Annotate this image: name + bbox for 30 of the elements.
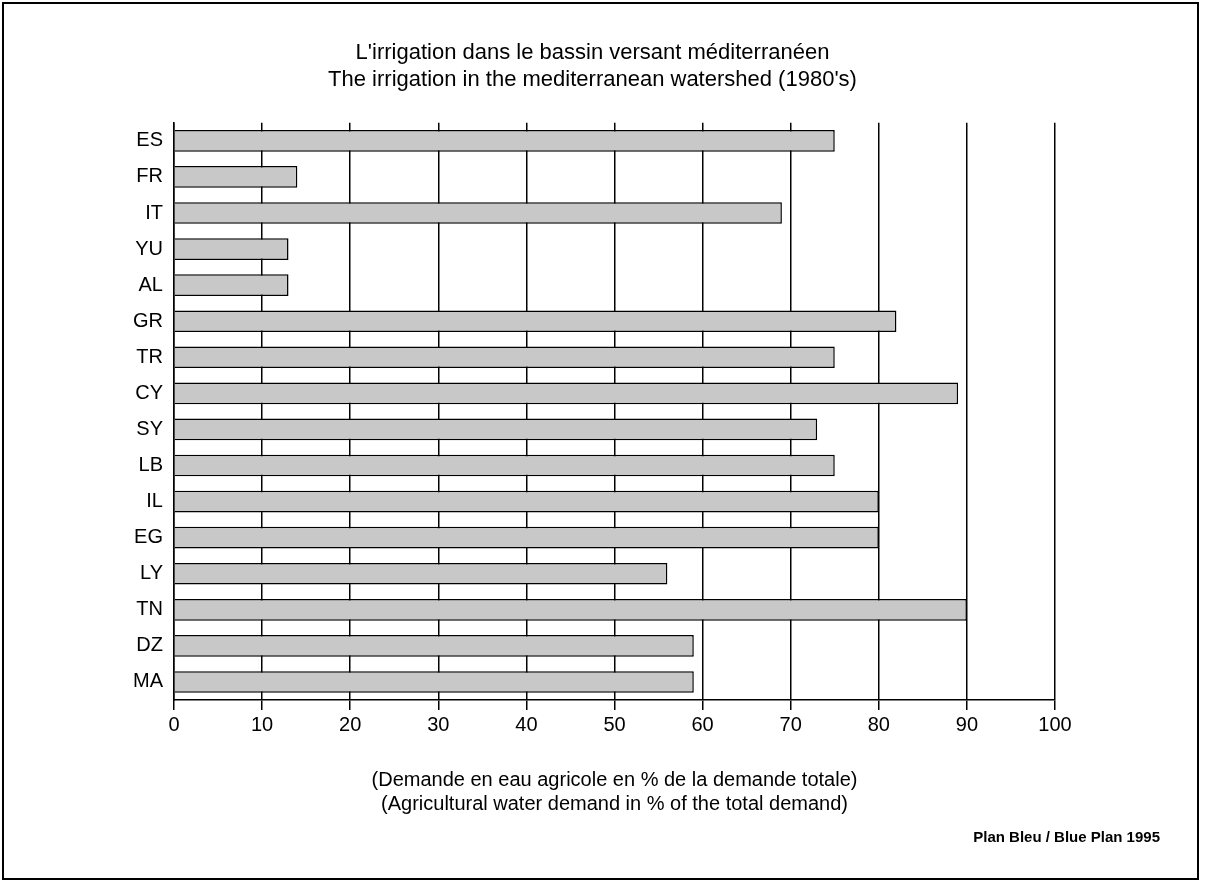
y-tick-label: ES [136,128,163,151]
y-tick-label: YU [135,236,163,259]
y-tick-label: AL [138,272,163,295]
y-tick-label: IT [145,200,163,223]
y-tick-label: TR [136,344,163,367]
x-axis-title: (Demande en eau agricole en % de la demande totale) (Agricultural water demand in % of the total demand) [371,767,858,814]
x-tick-label: 20 [339,712,362,735]
chart-title: L'irrigation dans le bassin versant méditerranéen The irrigation in the mediterranean watershed (1980's) [328,39,857,91]
y-tick-label: EG [134,525,163,548]
y-tick-label: LY [140,561,163,584]
x-tick-label: 30 [427,712,450,735]
y-tick-label: LB [138,453,163,476]
y-tick-label: FR [136,164,163,187]
y-tick-label: TN [136,597,163,620]
y-tick-label: DZ [136,633,163,656]
x-tick-label: 80 [867,712,890,735]
x-tick-label: 100 [1038,712,1072,735]
y-tick-label: SY [136,416,163,439]
y-tick-label: IL [146,489,163,512]
y-tick-label: GR [133,308,163,331]
x-tick-label: 60 [691,712,714,735]
x-tick-label: 50 [603,712,626,735]
x-tick-label: 90 [955,712,979,735]
text: Plan Bleu / Blue Plan 1995 [973,828,1160,845]
x-tick-label: 40 [515,712,538,735]
y-tick-label: CY [135,380,163,403]
x-tick-label: 10 [250,712,274,735]
x-tick-label: 70 [779,712,802,735]
x-tick-label: 0 [168,712,180,735]
y-tick-label: MA [133,669,164,692]
